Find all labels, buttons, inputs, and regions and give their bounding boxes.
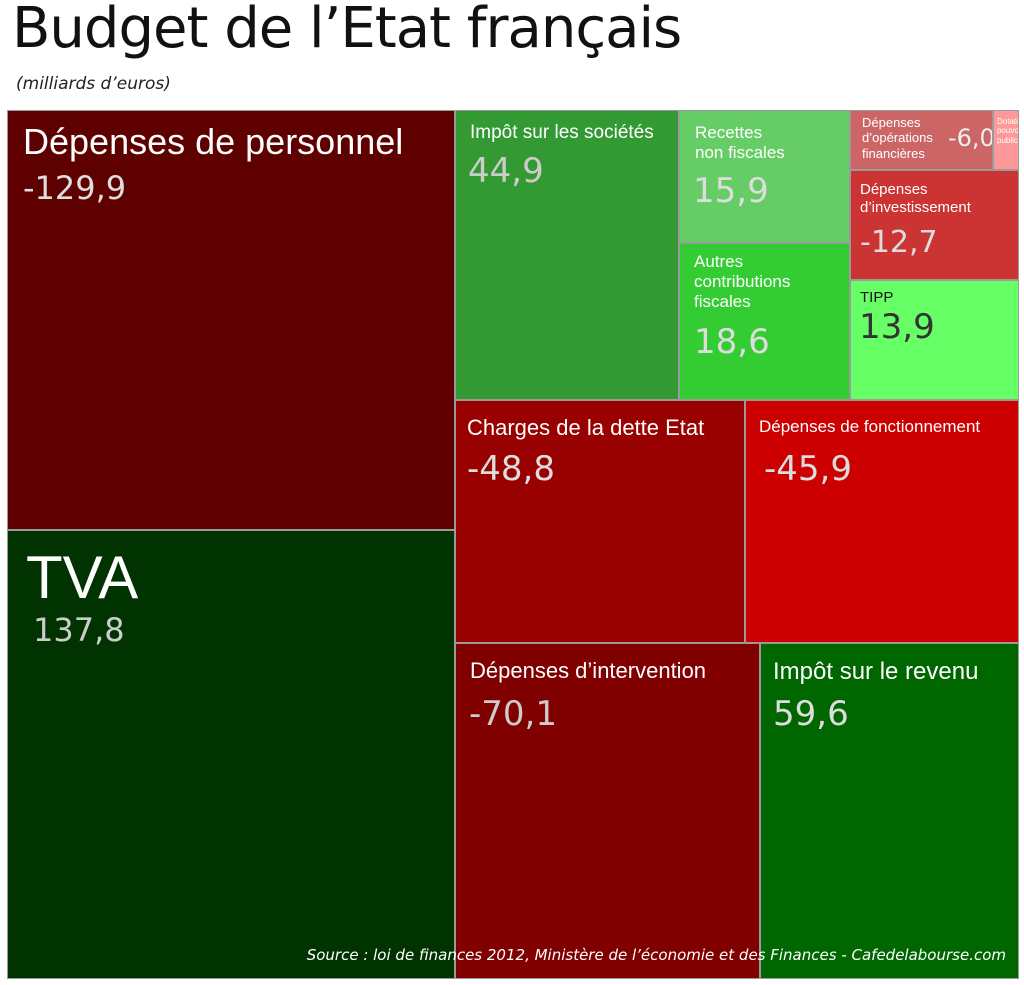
tile-label: Charges de la dette Etat bbox=[467, 415, 705, 440]
tile-label: TIPP bbox=[860, 289, 894, 306]
tile-label: TVA bbox=[26, 544, 139, 611]
tile-label: Autres contributions fiscales bbox=[694, 252, 791, 312]
tile-value: 59,6 bbox=[773, 694, 849, 734]
tile-label: Dépenses d’investissement bbox=[860, 181, 971, 216]
treemap-tile-tva: TVA 137,8 bbox=[7, 530, 455, 979]
tile-label: Dépenses d’intervention bbox=[470, 658, 707, 683]
tile-value: 18,6 bbox=[694, 322, 770, 362]
treemap-tile-dep-invest: Dépenses d’investissement -12,7 bbox=[850, 170, 1019, 280]
tile-value: -129,9 bbox=[23, 169, 127, 207]
source-note: Source : loi de finances 2012, Ministère… bbox=[306, 946, 1006, 964]
tile-label: Dépenses de fonctionnement bbox=[759, 417, 981, 436]
treemap-tile-dep-op-fin: Dépenses d’opérations financières -6,0 bbox=[850, 110, 993, 170]
chart-title: Budget de l’Etat français bbox=[12, 0, 682, 61]
tile-value: 137,8 bbox=[33, 611, 125, 649]
chart-subtitle: (milliards d’euros) bbox=[16, 74, 171, 94]
tile-value: -48,8 bbox=[467, 449, 555, 489]
treemap-tile-recettes-nf: Recettes non fiscales 15,9 bbox=[679, 110, 850, 243]
treemap-tile-ir: Impôt sur le revenu 59,6 bbox=[760, 643, 1019, 979]
tile-value: -70,1 bbox=[469, 694, 557, 734]
tile-value: -6,0 bbox=[948, 124, 993, 152]
treemap-tile-is: Impôt sur les sociétés 44,9 bbox=[455, 110, 679, 400]
tile-label: Dépenses d’opérations financières bbox=[862, 115, 933, 161]
tile-label: Recettes non fiscales bbox=[695, 123, 785, 163]
treemap-tile-dotations: Dotations pouvoirs publics bbox=[993, 110, 1019, 170]
treemap-tile-fonct: Dépenses de fonctionnement -45,9 bbox=[745, 400, 1019, 643]
tile-label: Dotations pouvoirs publics bbox=[997, 117, 1019, 145]
treemap-tile-interv: Dépenses d’intervention -70,1 bbox=[455, 643, 760, 979]
treemap-tile-autres-cf: Autres contributions fiscales 18,6 bbox=[679, 243, 850, 400]
tile-value: 44,9 bbox=[468, 151, 544, 191]
tile-value: 15,9 bbox=[693, 171, 769, 211]
tile-label: Impôt sur le revenu bbox=[773, 658, 979, 685]
tile-value: -12,7 bbox=[860, 225, 938, 260]
tile-value: 13,9 bbox=[859, 307, 935, 347]
tile-value: -45,9 bbox=[764, 449, 852, 489]
tile-label: Dépenses de personnel bbox=[23, 121, 404, 162]
treemap-tile-dette: Charges de la dette Etat -48,8 bbox=[455, 400, 745, 643]
tile-label: Impôt sur les sociétés bbox=[470, 122, 654, 143]
treemap-tile-personnel: Dépenses de personnel -129,9 bbox=[7, 110, 455, 530]
treemap-tile-tipp: TIPP 13,9 bbox=[850, 280, 1019, 400]
